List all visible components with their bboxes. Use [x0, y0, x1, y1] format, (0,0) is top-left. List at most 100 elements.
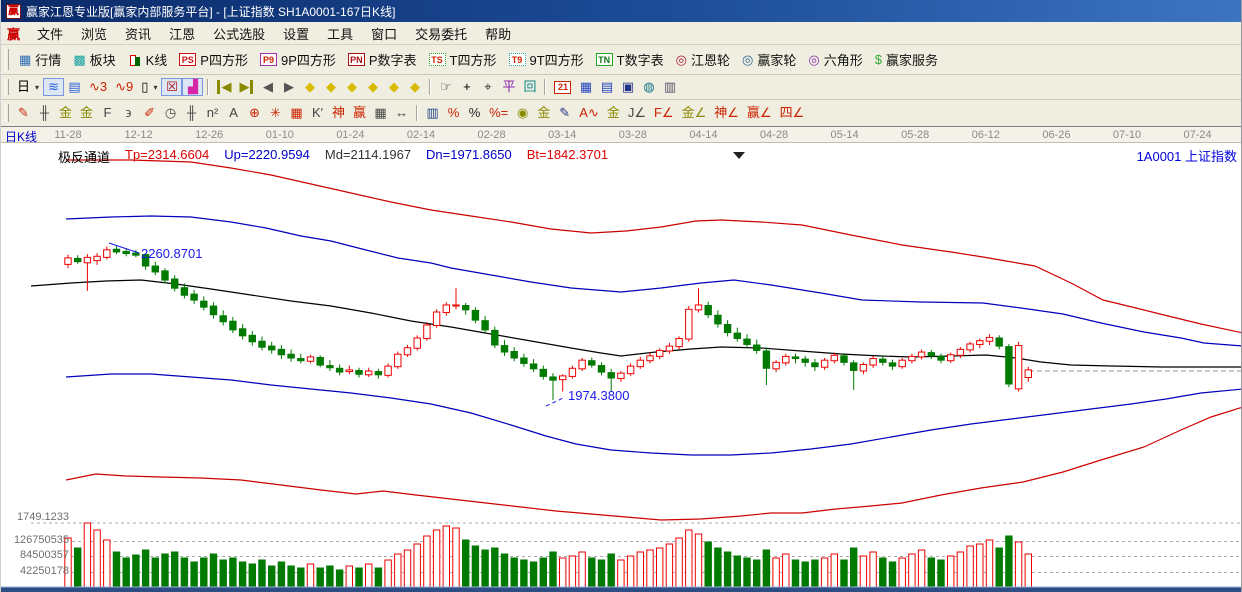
f-angle-button[interactable]: F∠ — [650, 104, 678, 122]
pattern-button[interactable]: 回 — [519, 78, 540, 96]
menu-item-9[interactable]: 帮助 — [485, 26, 512, 42]
grid123-button[interactable]: ▦ — [370, 104, 391, 122]
info-list-button[interactable]: ▤ — [64, 78, 85, 96]
sectors-button[interactable]: ▩ 板块 — [67, 47, 121, 72]
marker-pen-button[interactable]: ✎ — [554, 104, 575, 122]
k-marks-button[interactable]: K′ — [307, 104, 328, 122]
f-ruler-button[interactable]: F — [97, 104, 118, 122]
gold-eq-button[interactable]: 金 — [603, 104, 624, 122]
candle-type-button[interactable]: ▯ ▾ — [137, 78, 161, 96]
compress-button[interactable]: ◆ — [383, 78, 404, 96]
menu-item-0[interactable]: 文件 — [37, 26, 64, 42]
span-tool-button[interactable]: ↔ — [391, 104, 412, 122]
remote-button[interactable]: ▥ — [659, 78, 680, 96]
indicator-dn-value: Dn=1971.8650 — [426, 147, 512, 162]
calculator-button[interactable]: ▦ — [575, 78, 596, 96]
si-angle-button[interactable]: 四∠ — [776, 104, 809, 122]
t-square-button[interactable]: TS T四方形 — [423, 47, 503, 72]
chart-overview-button[interactable]: ≋ — [43, 78, 65, 96]
hand-tool-icon: ☞ — [440, 79, 452, 94]
pct-slash-button[interactable]: % — [443, 104, 464, 122]
shen-angle-button[interactable]: 神∠ — [710, 104, 743, 122]
n-square-button[interactable]: n² — [202, 104, 223, 122]
chart-region[interactable]: 日K线 11-28 12-12 12-26 01-10 01-24 02-14 02-28 0… — [1, 127, 1241, 592]
date-tick-11-28: 11-28 — [54, 129, 82, 141]
pct-lines-button[interactable]: %= — [485, 104, 512, 122]
zoom-out-h-button[interactable]: ◆ — [341, 78, 362, 96]
wave3-button[interactable]: ∿3 — [85, 78, 111, 96]
angle-ruler-button[interactable]: A — [223, 104, 244, 122]
menu-item-4[interactable]: 公式选股 — [213, 26, 266, 42]
hand-tool-button[interactable]: ☞ — [435, 78, 456, 96]
last-page-button[interactable]: ▶ — [235, 78, 257, 96]
quote-columns-button[interactable]: ▥ — [422, 104, 443, 122]
gold-angle-button[interactable]: 金∠ — [678, 104, 711, 122]
net-grid-button[interactable]: ▦ — [286, 104, 307, 122]
period-daily-button[interactable]: 日 ▾ — [13, 78, 43, 96]
a-wave-button[interactable]: A∿ — [575, 104, 603, 122]
p-square-button[interactable]: PS P四方形 — [173, 47, 254, 72]
knife-tool-button[interactable]: ✎ — [13, 104, 34, 122]
toolbar-drag-handle[interactable] — [5, 49, 9, 70]
save-button[interactable]: ▣ — [617, 78, 638, 96]
ruler-ticks2-button[interactable]: ╫ — [181, 104, 202, 122]
first-page-button[interactable]: ◀ — [213, 78, 235, 96]
winner-wheel-button[interactable]: ◎ 赢家轮 — [736, 47, 802, 72]
ying-angle-button[interactable]: 赢∠ — [743, 104, 776, 122]
candlestick-chart[interactable]: 2260.8701 1974.3800 — [1, 127, 1242, 592]
p-number-icon: PN — [347, 53, 365, 66]
t-number-button[interactable]: TN T数字表 — [590, 47, 670, 72]
wave9-button[interactable]: ∿9 — [111, 78, 137, 96]
hexagon-button[interactable]: ◎ 六角形 — [802, 47, 868, 72]
candle-body — [762, 350, 771, 369]
histogram-button[interactable]: ▟ — [182, 78, 204, 96]
t9-square-button[interactable]: T9 9T四方形 — [503, 47, 590, 72]
menu-item-1[interactable]: 浏览 — [81, 26, 108, 42]
red-pen-button[interactable]: ✐ — [139, 104, 160, 122]
candle-body — [141, 254, 150, 267]
gold-ruler1-button[interactable]: 金 — [55, 104, 76, 122]
expand-button[interactable]: ◆ — [404, 78, 425, 96]
kline-button[interactable]: K线 — [122, 47, 174, 72]
toolbar-drag-handle[interactable] — [5, 103, 9, 123]
spiral-tool-button[interactable]: ϶ — [118, 104, 139, 122]
title-bar[interactable]: 赢 赢家江恩专业版[赢家内部服务平台] - [上证指数 SH1A0001-167… — [1, 0, 1241, 22]
p-number-button[interactable]: PN P数字表 — [342, 47, 423, 72]
scroll-left-button[interactable]: ◆ — [299, 78, 320, 96]
scroll-right-button[interactable]: ◆ — [320, 78, 341, 96]
calendar-button[interactable]: 21 — [550, 79, 575, 96]
ruler-ticks1-button[interactable]: ╫ — [34, 104, 55, 122]
memo-button[interactable]: ▤ — [596, 78, 617, 96]
prev-bar-button[interactable]: ◀ — [257, 78, 278, 96]
gold-ruler2-button[interactable]: 金 — [76, 104, 97, 122]
quotes-button[interactable]: ▦ 行情 — [13, 47, 67, 72]
net-data-button[interactable]: ◍ — [638, 78, 659, 96]
cycle-clock-button[interactable]: ◷ — [160, 104, 181, 122]
menu-item-7[interactable]: 窗口 — [371, 26, 398, 42]
menu-item-5[interactable]: 设置 — [283, 26, 310, 42]
candle-body — [500, 345, 509, 353]
pct-plain-button[interactable]: % — [464, 104, 485, 122]
menu-item-6[interactable]: 工具 — [327, 26, 354, 42]
zoom-in-h-button[interactable]: ◆ — [362, 78, 383, 96]
gann-wheel-button[interactable]: ◎ 江恩轮 — [670, 47, 736, 72]
zoom-tool-button[interactable]: ⌖ — [477, 78, 498, 96]
menu-item-8[interactable]: 交易委托 — [415, 26, 468, 42]
menu-item-3[interactable]: 江恩 — [169, 26, 196, 42]
zigzag-button[interactable]: ☒ — [161, 78, 183, 96]
gold-circle-button[interactable]: ◉ — [512, 104, 533, 122]
p9-square-button[interactable]: P9 9P四方形 — [254, 47, 342, 72]
toolbar-drag-handle[interactable] — [5, 78, 9, 96]
shen-grid-button[interactable]: 神 — [328, 104, 349, 122]
j-angle-button[interactable]: J∠ — [624, 104, 650, 122]
crosshair-button[interactable]: + — [456, 78, 477, 96]
ping-analysis-button[interactable]: 平 — [498, 78, 519, 96]
winner-service-button[interactable]: $ 赢家服务 — [869, 47, 944, 72]
star-grid-button[interactable]: ✳ — [265, 104, 286, 122]
candle-body — [384, 365, 392, 376]
next-bar-button[interactable]: ▶ — [278, 78, 299, 96]
menu-item-2[interactable]: 资讯 — [125, 26, 152, 42]
circle-cross-button[interactable]: ⊕ — [244, 104, 265, 122]
ying-grid-button[interactable]: 赢 — [349, 104, 370, 122]
gold-lines-button[interactable]: 金 — [533, 104, 554, 122]
